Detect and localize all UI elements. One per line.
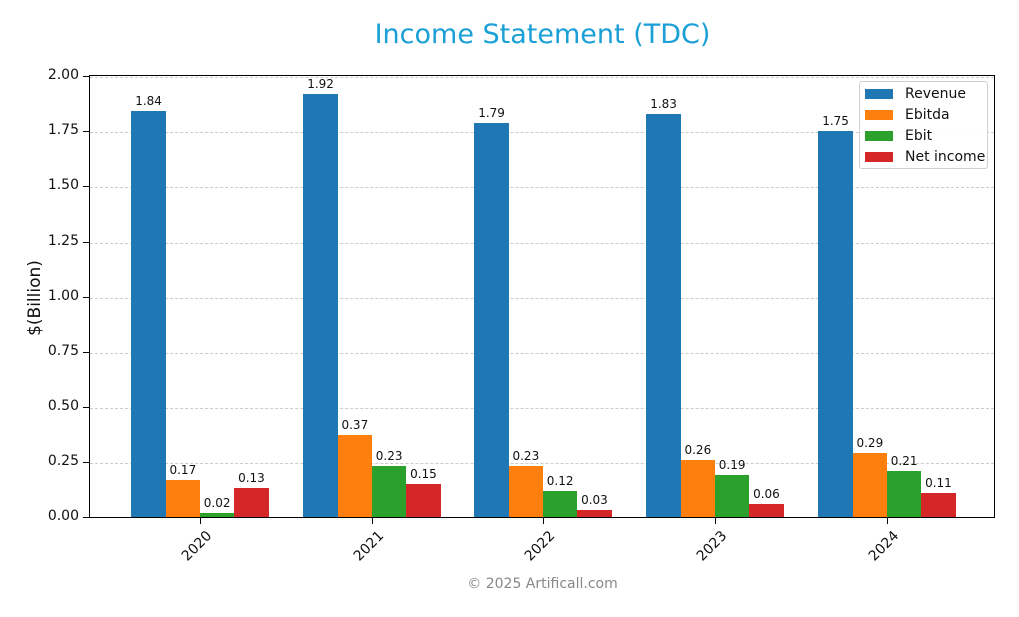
x-tick	[887, 518, 888, 524]
chart-title: Income Statement (TDC)	[374, 19, 711, 50]
y-tick	[83, 131, 89, 133]
bar-value-label: 0.23	[512, 449, 540, 464]
bar-revenue-2021	[303, 93, 338, 517]
bar-value-label: 0.11	[925, 475, 952, 490]
bar-value-label: 0.03	[581, 493, 608, 508]
bar-value-label: 0.19	[718, 458, 746, 473]
bar-value-label: 0.17	[169, 462, 197, 477]
legend: Revenue Ebitda Ebit Net income	[859, 81, 988, 169]
bar-ebitda-2020	[165, 479, 200, 517]
bar-value-label: 0.15	[410, 466, 437, 481]
bar-ebit-2024	[887, 470, 922, 517]
x-tick-label: 2022	[521, 528, 559, 565]
y-tick-label: 0.25	[47, 452, 79, 469]
bar-revenue-2024	[818, 131, 853, 517]
bar-ebit-2023	[715, 475, 750, 517]
y-tick-label: 1.00	[47, 287, 79, 304]
gridline	[90, 297, 994, 299]
bar-value-label: 1.92	[307, 76, 334, 91]
legend-item-ebitda: Ebitda	[865, 105, 950, 125]
bar-revenue-2022	[474, 122, 509, 517]
bar-ebitda-2023	[680, 459, 715, 517]
gridline	[90, 242, 994, 244]
y-tick-label: 1.50	[47, 177, 79, 194]
legend-label: Ebit	[905, 128, 933, 144]
y-tick	[83, 241, 89, 243]
y-tick	[83, 517, 89, 518]
bar-value-label: 1.83	[650, 96, 677, 111]
bar-net-income-2024	[921, 492, 956, 517]
y-tick-label: 0.00	[47, 508, 79, 524]
bar-value-label: 0.13	[238, 471, 265, 486]
gridline	[90, 187, 994, 189]
y-tick	[83, 461, 89, 463]
bar-value-label: 0.26	[684, 442, 712, 457]
legend-label: Revenue	[905, 86, 966, 102]
bar-net-income-2020	[234, 488, 269, 517]
bar-value-label: 0.37	[341, 418, 369, 433]
y-tick	[83, 351, 89, 353]
bar-ebitda-2021	[337, 435, 372, 517]
y-tick	[83, 406, 89, 408]
y-tick	[83, 296, 89, 298]
x-tick-label: 2023	[693, 528, 731, 565]
bar-value-label: 0.21	[890, 453, 918, 468]
x-tick-label: 2020	[178, 528, 216, 565]
x-tick	[715, 518, 716, 524]
bar-ebit-2020	[200, 512, 235, 517]
y-tick-label: 2.00	[47, 67, 79, 84]
gridline	[90, 462, 994, 464]
bar-net-income-2022	[577, 510, 612, 517]
x-tick-label: 2021	[350, 528, 388, 565]
legend-item-revenue: Revenue	[865, 84, 966, 104]
bar-value-label: 1.79	[478, 105, 505, 120]
bar-ebitda-2024	[852, 453, 887, 517]
plot-area: 1.84 0.17 0.02 0.13 1.92 0.37 0.23 0.15 1.79 0.23…	[89, 75, 995, 518]
bar-value-label: 0.23	[375, 449, 403, 464]
bar-ebit-2021	[372, 466, 407, 517]
x-tick	[543, 518, 544, 524]
y-tick-label: 0.50	[47, 397, 79, 414]
gridline	[90, 77, 994, 79]
bar-net-income-2023	[749, 503, 784, 517]
legend-swatch-icon	[865, 131, 893, 141]
y-tick	[83, 76, 89, 78]
x-tick-label: 2024	[865, 528, 903, 565]
bar-value-label: 1.75	[822, 114, 849, 129]
bar-value-label: 0.02	[203, 495, 231, 510]
y-tick-label: 1.25	[47, 232, 79, 249]
bar-net-income-2021	[406, 483, 441, 517]
bar-value-label: 0.06	[753, 486, 780, 501]
x-tick	[200, 518, 201, 524]
legend-item-net-income: Net income	[865, 147, 985, 167]
y-tick-label: 1.75	[47, 122, 79, 139]
legend-label: Net income	[905, 149, 986, 165]
y-tick	[83, 186, 89, 188]
x-tick	[372, 518, 373, 524]
gridline	[90, 352, 994, 354]
bar-revenue-2023	[646, 113, 681, 517]
bar-value-label: 0.29	[856, 436, 884, 451]
bar-ebitda-2022	[508, 466, 543, 517]
bar-ebit-2022	[543, 490, 578, 517]
y-tick-label: 0.75	[47, 342, 79, 359]
bar-value-label: 1.84	[135, 94, 162, 109]
gridline	[90, 132, 994, 134]
legend-swatch-icon	[865, 110, 893, 120]
legend-label: Ebitda	[905, 107, 950, 123]
legend-swatch-icon	[865, 89, 893, 99]
gridline	[90, 407, 994, 409]
legend-swatch-icon	[865, 152, 893, 162]
watermark: © 2025 Artificall.com	[467, 576, 618, 592]
bar-value-label: 0.12	[546, 473, 574, 488]
bar-revenue-2020	[131, 111, 166, 517]
legend-item-ebit: Ebit	[865, 126, 932, 146]
